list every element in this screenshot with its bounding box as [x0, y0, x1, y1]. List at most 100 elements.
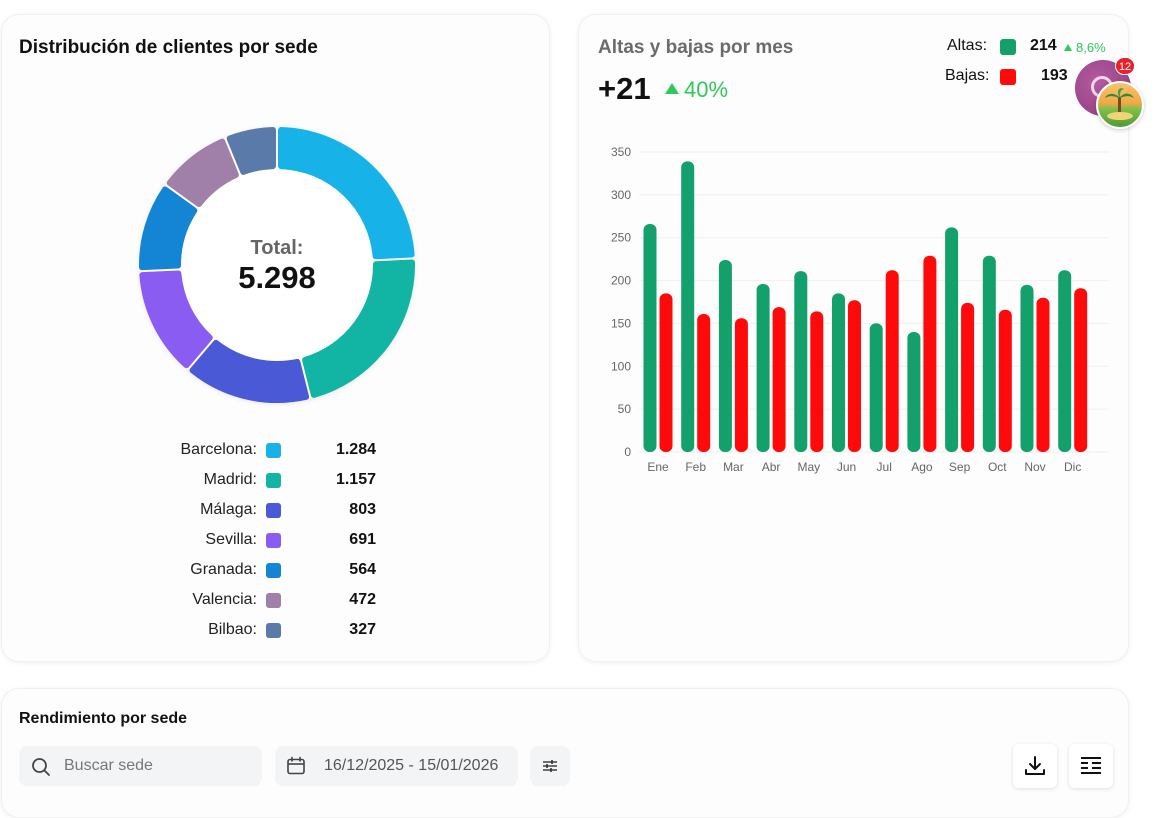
legend-item: Málaga: 803: [102, 495, 382, 525]
legend-value: 472: [349, 591, 376, 608]
bar-bajas[interactable]: [1036, 297, 1050, 452]
altas-change: 8,6%: [1064, 40, 1106, 55]
donut-slice[interactable]: [139, 270, 213, 369]
bar-bajas[interactable]: [961, 302, 975, 452]
bajas-legend-value: 193: [1041, 67, 1068, 84]
legend-value: 564: [349, 561, 376, 578]
legend-swatch: [266, 623, 281, 638]
bar-bajas[interactable]: [810, 311, 824, 452]
rendimiento-title: Rendimiento por sede: [19, 710, 188, 727]
x-axis-ticks: Ene Feb Mar Abr May Jun Jul Ago Sep Oct Nov Dic: [647, 460, 1081, 474]
x-tick-label: Sep: [949, 460, 971, 474]
bar-altas[interactable]: [832, 293, 845, 452]
legend-swatch: [266, 443, 281, 458]
rendimiento-card: Rendimiento por sede 16/12/2025 - 15/01/…: [1, 688, 1129, 818]
y-tick-label: 200: [611, 274, 631, 288]
y-tick-label: 250: [611, 231, 631, 245]
bar-bajas[interactable]: [697, 314, 711, 452]
x-tick-label: Ene: [647, 460, 669, 474]
y-tick-label: 150: [611, 316, 631, 330]
y-tick-label: 100: [611, 359, 631, 373]
legend-value: 1.157: [335, 471, 376, 488]
legend-label: Sevilla:: [205, 531, 257, 548]
legend-value: 1.284: [335, 441, 376, 458]
bar-altas[interactable]: [794, 271, 808, 452]
donut-total-label: Total:: [251, 237, 304, 259]
bar-altas[interactable]: [718, 260, 732, 452]
legend-item: Barcelona: 1.284: [102, 435, 382, 465]
notification-badge[interactable]: 12: [1115, 57, 1135, 75]
x-tick-label: Dic: [1064, 460, 1081, 474]
legend-item: Valencia: 472: [102, 585, 382, 615]
columns-icon: [1081, 757, 1101, 774]
altas-legend-value: 214: [1030, 37, 1057, 54]
y-tick-label: 350: [611, 145, 631, 159]
donut-slice[interactable]: [226, 127, 277, 175]
legend-item: Sevilla: 691: [102, 525, 382, 555]
x-tick-label: Ago: [911, 460, 933, 474]
donut-chart: Total: 5.298: [139, 127, 415, 403]
bar-bajas[interactable]: [659, 293, 673, 452]
donut-total-value: 5.298: [238, 260, 316, 295]
legend-label: Barcelona:: [180, 441, 258, 458]
altas-legend-swatch: [1000, 39, 1016, 55]
bar-bajas[interactable]: [734, 318, 748, 452]
download-button[interactable]: [1013, 744, 1057, 788]
donut-slice[interactable]: [166, 138, 239, 208]
altas-bajas-title: Altas y bajas por mes: [598, 37, 794, 58]
beach-icon[interactable]: [1096, 81, 1144, 129]
x-tick-label: Jul: [877, 460, 892, 474]
date-range-picker[interactable]: 16/12/2025 - 15/01/2026: [275, 746, 518, 786]
bar-altas[interactable]: [1058, 270, 1072, 452]
donut-slice[interactable]: [189, 339, 310, 403]
bar-bajas[interactable]: [1074, 288, 1088, 452]
bar-altas[interactable]: [982, 255, 996, 452]
x-tick-label: May: [797, 460, 820, 474]
bar-altas[interactable]: [1020, 284, 1034, 452]
bar-bajas[interactable]: [998, 309, 1012, 452]
legend-swatch: [266, 563, 281, 578]
bar-bajas[interactable]: [848, 300, 861, 452]
palm-tree-icon: [1105, 88, 1134, 120]
bar-altas[interactable]: [869, 323, 883, 452]
donut-slice[interactable]: [302, 259, 415, 398]
net-change: 40%: [665, 77, 728, 103]
calendar-icon: [287, 756, 305, 775]
legend-value: 803: [349, 501, 376, 518]
legend-item: Bilbao: 327: [102, 615, 382, 645]
donut-slice[interactable]: [277, 127, 415, 260]
net-value: +21: [598, 71, 651, 106]
distribution-title: Distribución de clientes por sede: [19, 37, 318, 58]
x-tick-label: Oct: [988, 460, 1007, 474]
bar-altas[interactable]: [907, 332, 921, 452]
altas-bajas-card: Altas y bajas por mes +21 40% Altas: 214…: [578, 14, 1129, 662]
bajas-legend-label: Bajas:: [945, 67, 990, 84]
up-triangle-icon: [665, 83, 679, 94]
bar-altas[interactable]: [756, 284, 770, 452]
bar-bajas[interactable]: [923, 255, 937, 452]
legend-swatch: [266, 473, 281, 488]
filter-button[interactable]: [530, 746, 570, 786]
distribution-card: Distribución de clientes por sede Total:…: [1, 14, 550, 662]
sliders-icon: [543, 760, 557, 772]
bar-altas[interactable]: [643, 224, 657, 452]
legend-item: Granada: 564: [102, 555, 382, 585]
legend-swatch: [266, 533, 281, 548]
download-icon: [1025, 756, 1045, 775]
y-tick-label: 50: [618, 402, 632, 416]
bar-chart: 0 50 100 150 200 250 300 350 Ene Feb Mar Abr May Jun…: [611, 145, 1109, 474]
donut-slices: [139, 127, 415, 403]
donut-slice[interactable]: [139, 186, 198, 271]
bar-bajas[interactable]: [885, 270, 899, 452]
bar-altas[interactable]: [945, 227, 959, 452]
bar-altas[interactable]: [681, 161, 695, 452]
search-input[interactable]: [64, 746, 254, 786]
legend-value: 327: [349, 621, 376, 638]
x-tick-label: Abr: [762, 460, 781, 474]
bar-bajas[interactable]: [772, 307, 786, 452]
bars: [643, 161, 1088, 452]
altas-change-value: 8,6%: [1076, 40, 1106, 55]
columns-button[interactable]: [1069, 744, 1113, 788]
search-box: [19, 746, 262, 786]
y-tick-label: 0: [624, 445, 631, 459]
